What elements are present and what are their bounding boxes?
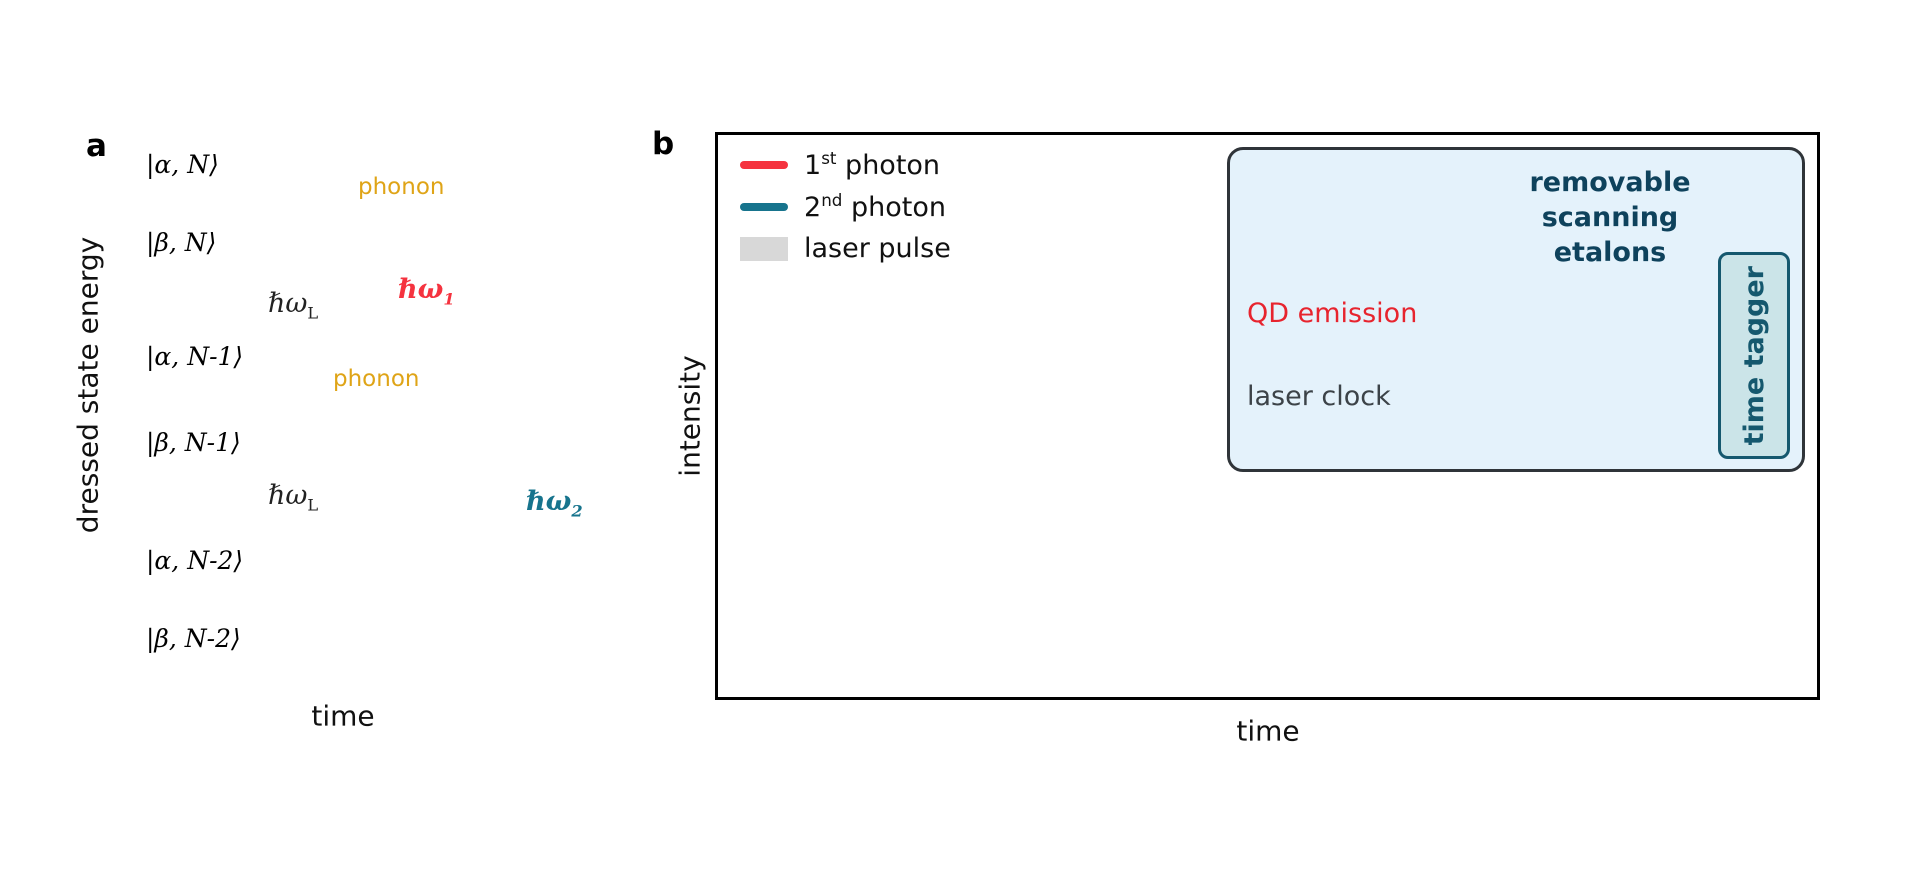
hw-base: ℏω [526,486,572,517]
panel-a-diagram [55,85,625,750]
inset-title-line3: etalons [1553,237,1667,268]
state-label-alpha-N: |α, N⟩ [146,150,219,179]
time-tagger-label: time tagger [1738,265,1770,446]
panel-a-y-axis-label: dressed state energy [71,236,105,534]
panel-b-y-axis-label: intensity [673,355,707,477]
qd-emission-label: QD emission [1247,298,1418,329]
panel-b-tag: b [652,126,675,162]
setup-inset [1227,147,1805,472]
hw-sub: L [307,495,319,515]
legend-swatch-second-photon [740,202,788,211]
hbar-omega-2-label: ℏω2 [526,486,583,520]
state-label-beta-N1: |β, N-1⟩ [146,428,241,457]
legend-rest: photon [836,150,941,181]
legend-label-second-photon: 2nd photon [804,190,946,223]
hbar-omega-L-label-2: ℏωL [268,480,318,514]
state-label-alpha-N1: |α, N-1⟩ [146,342,244,371]
hw-sub: 1 [443,289,455,309]
legend-item-second-photon: 2nd photon [740,190,951,223]
hw-base: ℏω [268,480,308,511]
hw-sub: L [307,303,319,323]
legend-num: 1 [804,150,822,181]
legend-rest: photon [842,192,946,223]
hw-base: ℏω [398,274,444,305]
legend-swatch-laser-pulse [740,236,788,261]
panel-a-x-axis-label: time [311,699,375,733]
legend-label-first-photon: 1st photon [804,148,940,181]
inset-title-line1: removable [1529,167,1691,198]
legend-sup: st [821,148,837,168]
legend-item-laser-pulse: laser pulse [740,232,951,265]
panel-a-tag: a [86,128,107,164]
legend-label-laser-pulse: laser pulse [804,233,951,264]
inset-title: removable scanning etalons [1510,165,1710,270]
legend-swatch-first-photon [740,160,788,169]
phonon-label-2: phonon [333,366,420,392]
state-label-alpha-N2: |α, N-2⟩ [146,546,244,575]
legend-item-first-photon: 1st photon [740,148,951,181]
hbar-omega-1-label: ℏω1 [398,274,455,308]
state-label-beta-N2: |β, N-2⟩ [146,624,241,653]
legend-sup: nd [821,190,843,210]
phonon-label-1: phonon [358,174,445,200]
panel-b-x-axis-label: time [1236,714,1300,748]
inset-title-line2: scanning [1541,202,1679,233]
legend-num: 2 [804,192,822,223]
laser-clock-label: laser clock [1247,381,1391,412]
hw-base: ℏω [268,288,308,319]
hw-sub: 2 [571,501,583,521]
state-label-beta-N: |β, N⟩ [146,228,217,257]
plot-legend: 1st photon 2nd photon laser pulse [740,148,951,265]
hbar-omega-L-label-1: ℏωL [268,288,318,322]
time-tagger-box: time tagger [1718,252,1790,459]
